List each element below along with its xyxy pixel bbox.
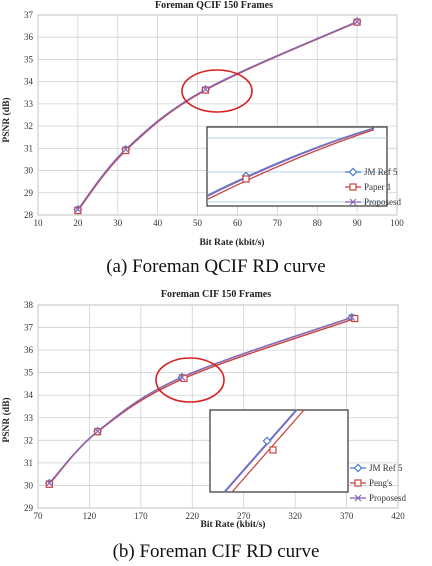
chart-b-legend: JM Ref 5 Peng's Proposesd <box>350 463 407 503</box>
data-point-2-3 <box>348 313 356 321</box>
chart-b-title: Foreman CIF 150 Frames <box>161 289 271 300</box>
x-tick-label: 100 <box>390 218 404 228</box>
inset-line-0 <box>223 409 297 493</box>
legend-label-2: Proposesd <box>369 493 407 503</box>
y-tick-label: 34 <box>24 77 34 87</box>
legend-marker-2 <box>354 494 362 502</box>
y-tick-label: 35 <box>24 368 34 378</box>
y-tick-label: 36 <box>24 345 34 355</box>
x-tick-label: 80 <box>313 218 323 228</box>
data-point-1-0 <box>45 480 53 488</box>
chart-a-highlight-ellipse <box>181 69 253 113</box>
inset-line-1 <box>231 409 305 493</box>
legend-label-1: Paper 1 <box>364 182 391 192</box>
x-tick-label: 30 <box>113 218 123 228</box>
x-tick-label: 90 <box>353 218 363 228</box>
legend-marker-1 <box>354 479 362 487</box>
y-tick-label: 28 <box>24 210 34 220</box>
inset-point-0 <box>262 436 272 446</box>
legend-marker-2 <box>349 198 357 206</box>
y-tick-label: 35 <box>24 54 34 64</box>
chart-b-inset <box>209 409 349 493</box>
x-tick-label: 220 <box>186 511 200 521</box>
y-tick-label: 37 <box>24 323 34 333</box>
chart-b-series <box>44 312 359 488</box>
inset-point-1 <box>269 446 277 454</box>
x-tick-label: 170 <box>134 511 148 521</box>
x-tick-label: 120 <box>83 511 97 521</box>
y-tick-label: 31 <box>24 458 33 468</box>
x-tick-label: 420 <box>391 511 405 521</box>
chart-a-caption: (a) Foreman QCIF RD curve <box>106 256 326 277</box>
data-point-2-1 <box>94 427 102 435</box>
chart-b-highlight-ellipse <box>155 357 225 403</box>
legend-marker-0 <box>353 463 363 473</box>
x-tick-label: 70 <box>34 511 44 521</box>
inset-line-1 <box>207 128 375 200</box>
chart-b-xlabel: Bit Rate (kbit/s) <box>201 519 266 530</box>
y-tick-label: 30 <box>24 480 34 490</box>
data-point-2-2 <box>178 373 186 381</box>
chart-b-caption: (b) Foreman CIF RD curve <box>113 541 320 562</box>
chart-a: Foreman QCIF 150 Frames 10 20 30 40 50 60 70 80… <box>1 0 404 277</box>
chart-a-legend: JM Ref 5 Paper 1 Proposesd <box>345 167 402 207</box>
data-point-2-3 <box>353 18 361 26</box>
inset-line-2 <box>207 127 375 197</box>
y-tick-label: 36 <box>24 32 34 42</box>
y-tick-label: 33 <box>24 99 34 109</box>
y-tick-label: 34 <box>24 390 34 400</box>
y-tick-label: 33 <box>24 413 34 423</box>
y-tick-label: 32 <box>24 121 33 131</box>
y-tick-label: 31 <box>24 143 33 153</box>
y-tick-label: 38 <box>24 300 34 310</box>
chart-a-title: Foreman QCIF 150 Frames <box>155 0 273 11</box>
x-tick-label: 70 <box>273 218 283 228</box>
legend-label-2: Proposesd <box>364 197 402 207</box>
legend-marker-1 <box>349 183 357 191</box>
x-tick-label: 370 <box>340 511 354 521</box>
data-point-2-0 <box>45 479 53 487</box>
inset-box <box>209 409 349 493</box>
y-tick-label: 29 <box>24 188 34 198</box>
y-tick-label: 29 <box>24 503 34 513</box>
legend-label-1: Peng's <box>369 478 393 488</box>
series-line-2 <box>48 316 352 484</box>
data-point-2-2 <box>202 86 209 93</box>
chart-a-ticks: 10 20 30 40 50 60 70 80 90 100 28 29 30 31 32 33 34 35 36 3… <box>24 10 404 228</box>
chart-b: Foreman CIF 150 Frames 70 120 170 220 270 320… <box>1 289 407 562</box>
chart-a-xlabel: Bit Rate (kbit/s) <box>200 237 265 248</box>
legend-label-0: JM Ref 5 <box>369 463 403 473</box>
series-line-2 <box>77 21 358 210</box>
data-point-1-2 <box>180 374 188 382</box>
chart-a-series <box>73 17 362 215</box>
data-point-1-0 <box>74 206 82 215</box>
inset-box <box>206 126 388 207</box>
legend-label-0: JM Ref 5 <box>364 167 398 177</box>
data-point-2-1 <box>122 146 130 153</box>
x-tick-label: 320 <box>288 511 302 521</box>
x-tick-label: 60 <box>233 218 243 228</box>
x-tick-label: 50 <box>193 218 203 228</box>
inset-point-1 <box>242 175 250 183</box>
y-tick-label: 37 <box>24 10 34 20</box>
data-point-1-1 <box>122 146 130 155</box>
x-tick-label: 10 <box>34 218 44 228</box>
x-tick-label: 40 <box>153 218 163 228</box>
x-tick-label: 20 <box>73 218 83 228</box>
inset-line-2 <box>224 409 298 493</box>
chart-b-ticks: 70 120 170 220 270 320 370 420 29 30 31 32 33 34 35 36 3… <box>24 300 405 521</box>
x-tick-label: 270 <box>237 511 251 521</box>
data-point-1-3 <box>351 314 359 323</box>
legend-marker-0 <box>348 167 358 177</box>
y-tick-label: 32 <box>24 435 33 445</box>
chart-a-ylabel: PSNR (dB) <box>1 97 12 142</box>
y-tick-label: 30 <box>24 166 34 176</box>
data-point-2-0 <box>74 206 82 213</box>
chart-a-inset <box>206 126 388 207</box>
chart-b-ylabel: PSNR (dB) <box>1 397 12 442</box>
